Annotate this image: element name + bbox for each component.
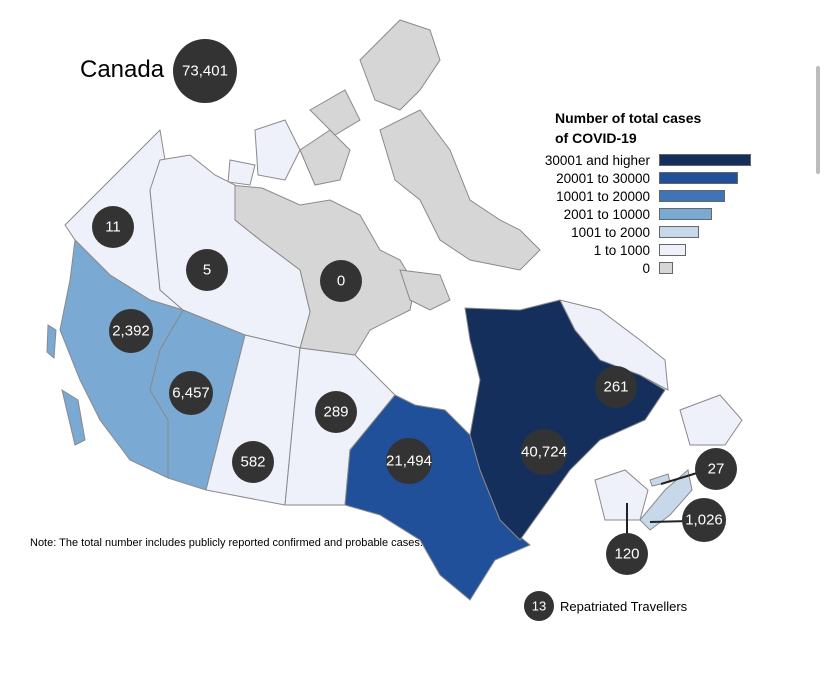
vancouver-island xyxy=(61,388,86,446)
note-text: Note: The total number includes publicly… xyxy=(30,537,423,549)
legend-swatch xyxy=(659,226,699,238)
legend-swatch xyxy=(659,190,725,202)
svg-text:289: 289 xyxy=(323,404,348,421)
yukon-cases-bubble: 11 xyxy=(92,206,134,248)
svg-text:261: 261 xyxy=(603,379,628,396)
svg-text:582: 582 xyxy=(240,454,265,471)
pei-cases-bubble: 27 xyxy=(695,448,737,490)
arctic-island-small xyxy=(227,159,256,186)
bc-cases-bubble: 2,392 xyxy=(109,309,153,353)
alberta-cases-bubble: 6,457 xyxy=(169,371,213,415)
ontario-cases-bubble: 21,494 xyxy=(386,438,432,484)
nl-cases-bubble: 261 xyxy=(595,366,637,408)
map-title: Canada xyxy=(80,56,165,83)
legend-title-line2: of COVID-19 xyxy=(555,130,637,146)
legend-label: 20001 to 30000 xyxy=(556,171,650,186)
svg-text:120: 120 xyxy=(614,546,639,563)
newfoundland-island xyxy=(679,394,743,446)
nunavut-region xyxy=(229,19,541,356)
svg-text:2,392: 2,392 xyxy=(112,323,150,340)
svg-text:5: 5 xyxy=(203,262,211,279)
nwt-region xyxy=(149,154,311,349)
ns-cases-bubble: 1,026 xyxy=(682,498,726,542)
nb-cases-bubble: 120 xyxy=(606,533,648,575)
repatriated-label: Repatriated Travellers xyxy=(560,599,688,614)
legend-label: 2001 to 10000 xyxy=(563,207,650,222)
legend-swatch xyxy=(659,208,712,220)
svg-text:73,401: 73,401 xyxy=(182,63,228,80)
repatriated-bubble: 13 xyxy=(524,591,554,621)
haida-gwaii xyxy=(46,324,57,360)
svg-text:0: 0 xyxy=(337,273,345,290)
newfoundland-labrador-region xyxy=(559,299,669,391)
legend-label: 30001 and higher xyxy=(544,153,650,168)
arctic-island-west xyxy=(254,119,301,181)
legend-swatch xyxy=(659,244,686,256)
new-brunswick-region xyxy=(594,469,649,521)
nova-scotia-region xyxy=(639,469,693,531)
quebec-cases-bubble: 40,724 xyxy=(521,429,567,475)
legend-swatch xyxy=(659,172,738,184)
scrollbar[interactable] xyxy=(816,66,820,174)
svg-text:11: 11 xyxy=(105,219,121,236)
total-cases-bubble: 73,401 xyxy=(173,39,237,103)
saskatchewan-cases-bubble: 582 xyxy=(232,441,274,483)
svg-text:40,724: 40,724 xyxy=(521,444,567,461)
manitoba-cases-bubble: 289 xyxy=(315,391,357,433)
ontario-region xyxy=(344,394,531,601)
legend-label: 1001 to 2000 xyxy=(571,225,650,240)
svg-text:27: 27 xyxy=(708,461,725,478)
legend-label: 10001 to 20000 xyxy=(556,189,650,204)
legend-swatch xyxy=(659,154,751,166)
svg-text:13: 13 xyxy=(532,599,546,614)
svg-text:6,457: 6,457 xyxy=(172,385,210,402)
legend-swatch xyxy=(659,262,673,274)
nunavut-cases-bubble: 0 xyxy=(320,260,362,302)
nwt-cases-bubble: 5 xyxy=(186,249,228,291)
pei-region xyxy=(649,473,671,487)
legend-label: 0 xyxy=(642,261,650,276)
legend-title-line1: Number of total cases xyxy=(555,110,702,126)
svg-text:1,026: 1,026 xyxy=(685,512,723,529)
svg-text:21,494: 21,494 xyxy=(386,453,432,470)
legend-label: 1 to 1000 xyxy=(593,243,650,258)
legend-title: Number of total cases of COVID-19 xyxy=(555,108,755,148)
